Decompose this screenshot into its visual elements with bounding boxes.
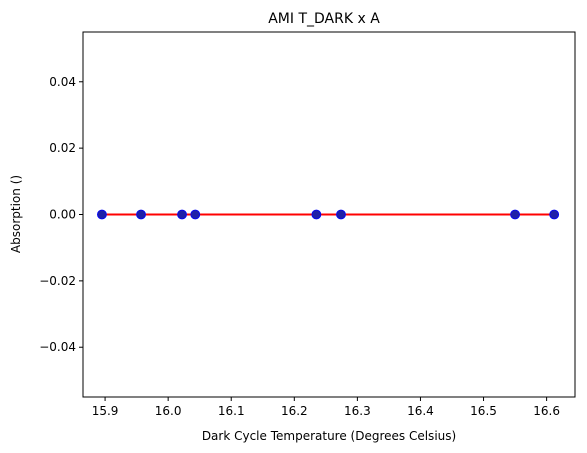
x-tick-label: 16.2 [281, 404, 308, 418]
data-point [190, 209, 201, 220]
data-point [510, 209, 520, 220]
x-tick-label: 16.6 [533, 404, 560, 418]
x-tick-label: 16.3 [344, 404, 371, 418]
x-tick-label: 16.4 [407, 404, 434, 418]
data-points [97, 209, 560, 220]
x-axis-label: Dark Cycle Temperature (Degrees Celsius) [202, 429, 456, 443]
x-tick-label: 16.0 [155, 404, 182, 418]
y-axis: −0.04 −0.02 0.00 0.02 0.04 [39, 75, 83, 354]
data-point [177, 209, 187, 220]
y-axis-label: Absorption () [9, 175, 23, 253]
y-tick-label: −0.02 [39, 274, 76, 288]
data-point [336, 209, 346, 220]
x-axis: 15.9 16.0 16.1 16.2 16.3 16.4 16.5 16.6 [92, 397, 560, 418]
chart-title: AMI T_DARK x A [268, 11, 380, 27]
x-tick-label: 16.1 [218, 404, 245, 418]
y-tick-label: 0.04 [49, 75, 76, 89]
data-point [549, 209, 560, 220]
data-point [311, 209, 322, 220]
data-point [136, 209, 146, 220]
y-tick-label: 0.02 [49, 141, 76, 155]
y-tick-label: 0.00 [49, 208, 76, 222]
x-tick-label: 15.9 [92, 404, 119, 418]
x-tick-label: 16.5 [470, 404, 497, 418]
data-point [97, 209, 107, 220]
y-tick-label: −0.04 [39, 340, 76, 354]
